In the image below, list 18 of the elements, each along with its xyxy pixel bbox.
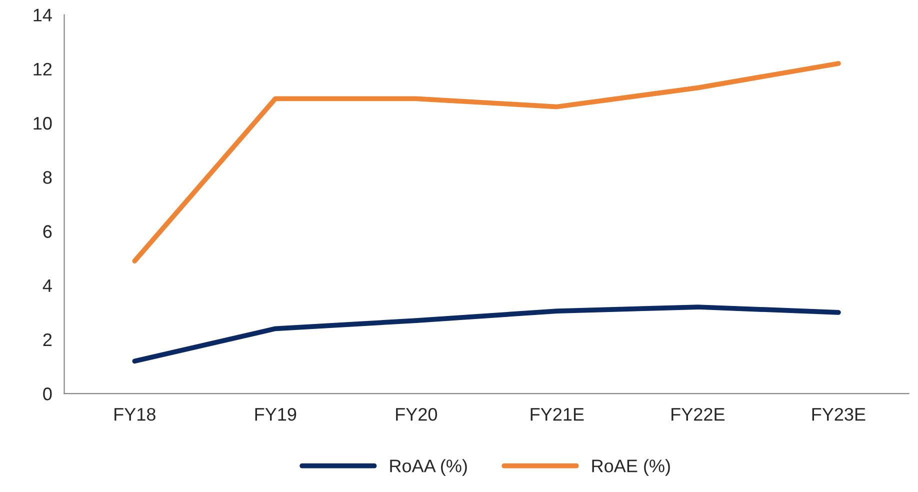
legend-label: RoAA (%) (390, 459, 467, 476)
line-series (132, 61, 841, 264)
y-tick-label: 10 (34, 116, 52, 130)
y-tick-label: 2 (43, 333, 52, 346)
x-tick-label: FY21E (530, 408, 584, 421)
y-tick-label: 4 (42, 279, 52, 292)
x-tick-label: FY20 (396, 408, 438, 421)
y-tick-label: 14 (34, 8, 52, 22)
x-tick-label: FY22E (672, 408, 725, 421)
legend-label: RoAE (%) (592, 459, 670, 476)
y-tick-label: 0 (43, 388, 52, 400)
x-tick-label: FY23E (812, 408, 866, 421)
y-tick-label: 6 (43, 225, 52, 238)
x-tick-label: FY19 (255, 408, 296, 421)
y-tick-label: 12 (34, 62, 52, 76)
x-tick-label: FY18 (114, 408, 156, 421)
line-series (132, 304, 841, 364)
y-tick-label: 8 (43, 171, 52, 184)
